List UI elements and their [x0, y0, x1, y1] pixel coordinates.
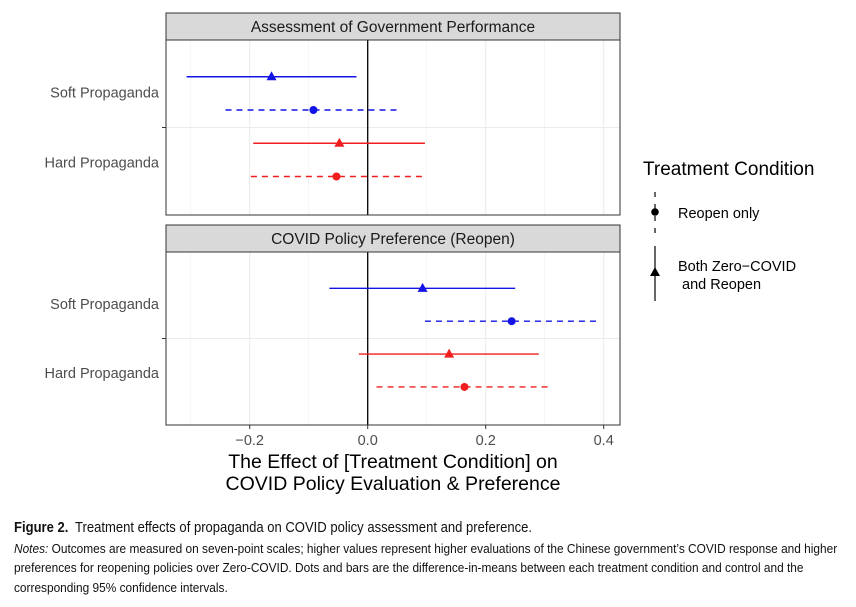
x-axis-title: COVID Policy Evaluation & Preference	[226, 473, 561, 495]
x-axis-title: The Effect of [Treatment Condition] on	[228, 451, 558, 473]
panel-border	[165, 39, 621, 216]
panel-title: COVID Policy Preference (Reopen)	[271, 231, 515, 248]
figure-label: Figure 2.	[14, 520, 69, 536]
y-axis-label: Soft Propaganda	[50, 297, 160, 313]
x-tick-label: 0.4	[594, 433, 614, 449]
estimate-point-circle	[332, 172, 341, 181]
panel-border	[165, 251, 621, 426]
notes-text: Outcomes are measured on seven-point sca…	[14, 540, 838, 595]
x-tick-label: 0.2	[476, 433, 496, 449]
figure-caption: Figure 2. Treatment effects of propagand…	[14, 518, 844, 597]
forest-plot: Assessment of Government Performance Soft…	[45, 12, 814, 495]
y-axis-label: Hard Propaganda	[45, 366, 160, 382]
legend-label: Both Zero−COVID	[678, 259, 796, 275]
legend-title: Treatment Condition	[643, 159, 814, 180]
notes-label: Notes:	[14, 540, 49, 556]
legend-label: and Reopen	[678, 277, 761, 293]
x-tick-label: −0.2	[235, 433, 264, 449]
estimate-point-circle	[507, 317, 516, 326]
y-axis-label: Soft Propaganda	[50, 86, 160, 102]
estimate-point-circle	[460, 382, 469, 391]
y-axis-label: Hard Propaganda	[45, 156, 160, 172]
legend-label: Reopen only	[678, 206, 760, 222]
figure-title: Treatment effects of propaganda on COVID…	[74, 520, 532, 536]
estimate-point-triangle	[417, 282, 428, 292]
legend-key-circle	[651, 208, 659, 216]
estimate-point-circle	[309, 106, 318, 114]
panel-strip	[165, 12, 621, 41]
legend-key-triangle	[650, 267, 660, 276]
estimate-point-triangle	[266, 71, 277, 81]
estimate-point-triangle	[444, 348, 455, 358]
panel-strip	[165, 224, 621, 253]
estimate-point-triangle	[334, 137, 345, 147]
x-tick-label: 0.0	[358, 433, 378, 449]
panel-title: Assessment of Government Performance	[251, 19, 535, 36]
